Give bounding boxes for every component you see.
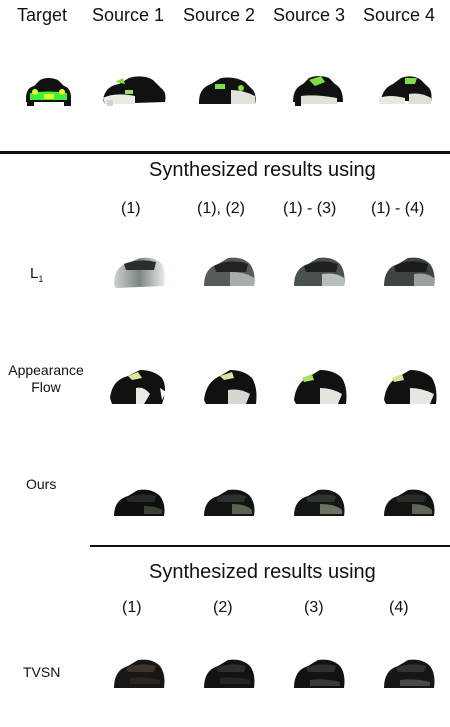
source-3-car-image: [275, 60, 355, 120]
source-4-car-image: [365, 60, 445, 120]
target-car-image: [8, 60, 88, 120]
section2-col-1: (1): [122, 599, 142, 616]
section1-col-2: (1), (2): [197, 200, 245, 217]
source-1-car-image: [95, 60, 175, 120]
section2-title: Synthesized results using: [149, 561, 376, 583]
source-2-car-image: [185, 60, 265, 120]
ours-result-4: [370, 472, 450, 532]
header-source-1: Source 1: [92, 5, 165, 25]
section2-col-2: (2): [213, 599, 233, 616]
l1-result-2: [190, 242, 270, 302]
row-label-l1: L1: [30, 265, 44, 284]
tvsn-result-4: [370, 642, 450, 702]
ours-result-2: [190, 472, 270, 532]
row-label-appearance-flow: Appearance Flow: [8, 362, 84, 395]
tvsn-result-1: [100, 642, 180, 702]
l1-result-1: [100, 242, 180, 302]
appearance-flow-result-3: [280, 358, 360, 418]
l1-result-4: [370, 242, 450, 302]
row-label-tvsn: TVSN: [23, 664, 61, 680]
appearance-flow-result-2: [190, 358, 270, 418]
section1-col-3: (1) - (3): [283, 200, 337, 217]
l1-result-3: [280, 242, 360, 302]
row-label-ours: Ours: [26, 476, 57, 492]
appearance-flow-result-1: [100, 358, 180, 418]
header-source-2: Source 2: [183, 5, 256, 25]
ours-result-1: [100, 472, 180, 532]
section2-col-3: (3): [304, 599, 324, 616]
section-divider-thick: [0, 151, 450, 154]
tvsn-result-3: [280, 642, 360, 702]
section1-col-4: (1) - (4): [371, 200, 425, 217]
header-source-3: Source 3: [273, 5, 346, 25]
tvsn-result-2: [190, 642, 270, 702]
section2-col-4: (4): [389, 599, 409, 616]
section1-title: Synthesized results using: [149, 159, 376, 181]
header-source-4: Source 4: [363, 5, 436, 25]
section-divider-thin: [90, 545, 450, 547]
appearance-flow-result-4: [370, 358, 450, 418]
section1-col-1: (1): [121, 200, 141, 217]
header-target: Target: [17, 5, 68, 25]
ours-result-3: [280, 472, 360, 532]
